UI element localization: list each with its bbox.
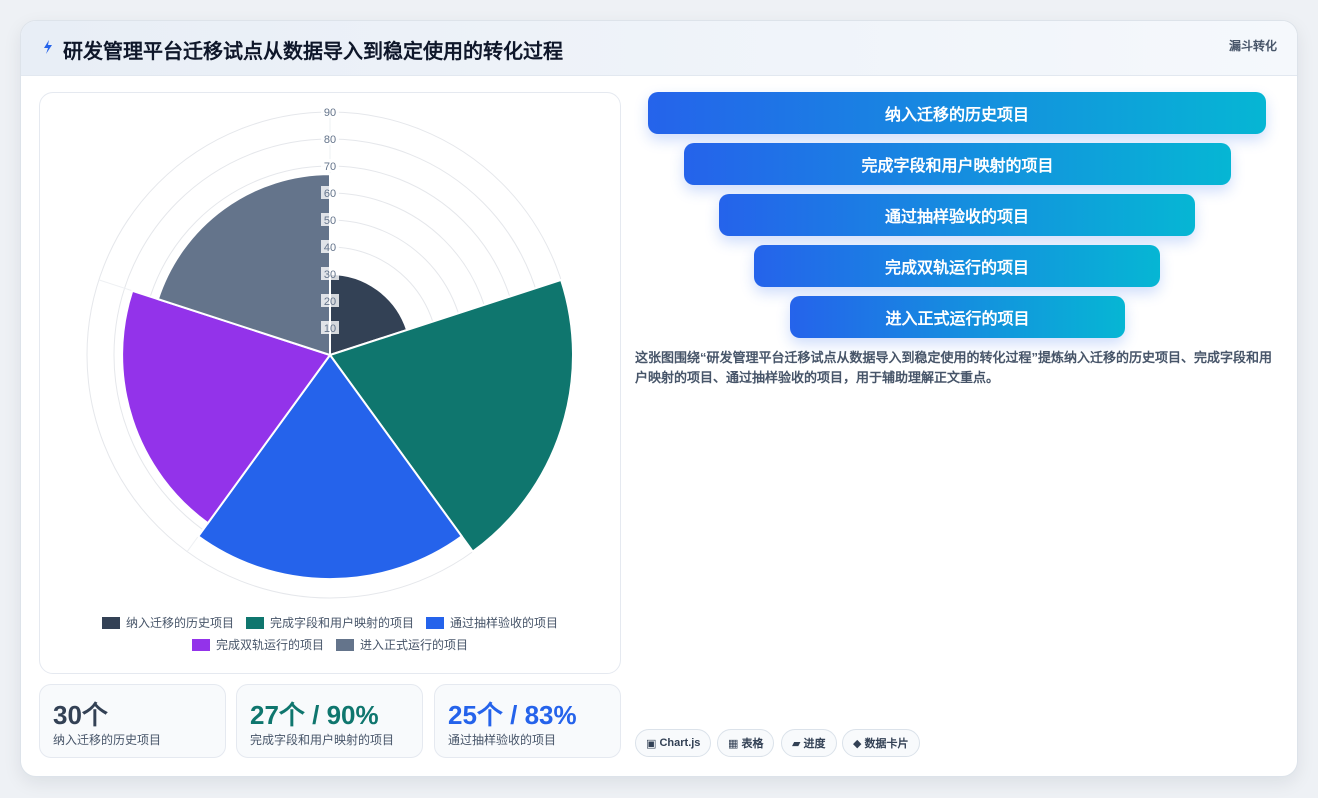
- legend-label[interactable]: 进入正式运行的项目: [360, 637, 468, 652]
- stat-label: 通过抽样验收的项目: [448, 733, 557, 747]
- tick-label: 50: [324, 215, 336, 227]
- chip-label: 进度: [803, 738, 826, 750]
- chip-table[interactable]: ▦ 表格: [717, 729, 775, 757]
- chart-type-tag: 漏斗转化: [1228, 39, 1277, 53]
- polar-segment[interactable]: [196, 353, 464, 581]
- funnel-stage-3: 通过抽样验收的项目: [719, 194, 1195, 236]
- legend-swatch: [426, 617, 445, 629]
- chart-icon: ▣: [646, 737, 657, 750]
- tick-backdrop: [321, 159, 339, 172]
- stat-value: 30个: [53, 700, 108, 730]
- legend-swatch: [101, 617, 120, 629]
- tick-label: 30: [324, 269, 336, 281]
- tick-backdrop: [321, 267, 339, 280]
- funnel-stage-4: 完成双轨运行的项目: [754, 245, 1160, 287]
- polar-segment[interactable]: [156, 173, 331, 357]
- tick-label: 20: [324, 296, 336, 308]
- chart-panel: 10 20 30 40 50 60 70 80 90 纳入迁移的历史项目 完成字段和用户映射的项目 通…: [39, 92, 621, 674]
- polar-area-chart: 10 20 30 40 50 60 70 80 90 纳入迁移的历史项目 完成字段和用户映射的项目 通…: [86, 105, 574, 652]
- legend-label[interactable]: 完成字段和用户映射的项目: [270, 615, 414, 630]
- chip-progress[interactable]: ▰ 进度: [781, 729, 837, 757]
- tick-backdrop: [321, 294, 339, 307]
- chip-data-card[interactable]: ◆ 数据卡片: [842, 729, 920, 757]
- stat-label: 纳入迁移的历史项目: [53, 733, 162, 747]
- chip-label: 表格: [741, 738, 764, 750]
- funnel-stage-1: 纳入迁移的历史项目: [648, 92, 1266, 134]
- tick-label: 40: [324, 242, 336, 254]
- tick-backdrop: [321, 132, 339, 145]
- card-header: 研发管理平台迁移试点从数据导入到稳定使用的转化过程 漏斗转化: [21, 21, 1297, 76]
- legend-swatch: [336, 639, 354, 651]
- tick-label: 90: [324, 107, 336, 119]
- funnel-stage-5: 进入正式运行的项目: [790, 296, 1125, 338]
- polar-segment[interactable]: [328, 278, 574, 553]
- tick-label: 70: [324, 161, 336, 173]
- tick-backdrop: [321, 213, 339, 226]
- legend-swatch: [245, 617, 264, 629]
- tick-backdrop: [321, 240, 339, 253]
- tick-backdrop: [321, 321, 339, 334]
- chart-description: 这张图围绕“研发管理平台迁移试点从数据导入到稳定使用的转化过程”提炼纳入迁移的历…: [635, 350, 1273, 385]
- chip-label: 数据卡片: [864, 738, 909, 750]
- chip-label: Chart.js: [659, 737, 701, 749]
- stat-label: 完成字段和用户映射的项目: [250, 733, 395, 747]
- funnel-stage-2: 完成字段和用户映射的项目: [684, 143, 1231, 185]
- tick-backdrop: [321, 186, 339, 199]
- progress-icon: ▰: [792, 737, 801, 750]
- table-icon: ▦: [728, 737, 739, 750]
- legend-label[interactable]: 纳入迁移的历史项目: [126, 615, 234, 630]
- tick-label: 80: [324, 134, 336, 146]
- report-card: 研发管理平台迁移试点从数据导入到稳定使用的转化过程 漏斗转化 10 20 30 40 5…: [20, 20, 1298, 777]
- legend-label[interactable]: 完成双轨运行的项目: [216, 637, 324, 652]
- stat-value: 27个 / 90%: [250, 700, 379, 730]
- stat-card-1: 30个 纳入迁移的历史项目: [39, 684, 226, 758]
- stat-card-3: 25个 / 83% 通过抽样验收的项目: [434, 684, 621, 758]
- stat-card-2: 27个 / 90% 完成字段和用户映射的项目: [236, 684, 423, 758]
- page-title: 研发管理平台迁移试点从数据导入到稳定使用的转化过程: [63, 41, 563, 63]
- legend-swatch: [191, 639, 210, 651]
- lightning-icon: [44, 40, 52, 54]
- diamond-icon: ◆: [853, 737, 862, 750]
- polar-segment[interactable]: [121, 289, 332, 525]
- tick-backdrop: [321, 105, 339, 118]
- tick-label: 10: [324, 323, 336, 335]
- tick-label: 60: [324, 188, 336, 200]
- legend-label[interactable]: 通过抽样验收的项目: [450, 615, 558, 630]
- chip-chartjs[interactable]: ▣ Chart.js: [635, 729, 712, 757]
- stat-value: 25个 / 83%: [448, 700, 577, 730]
